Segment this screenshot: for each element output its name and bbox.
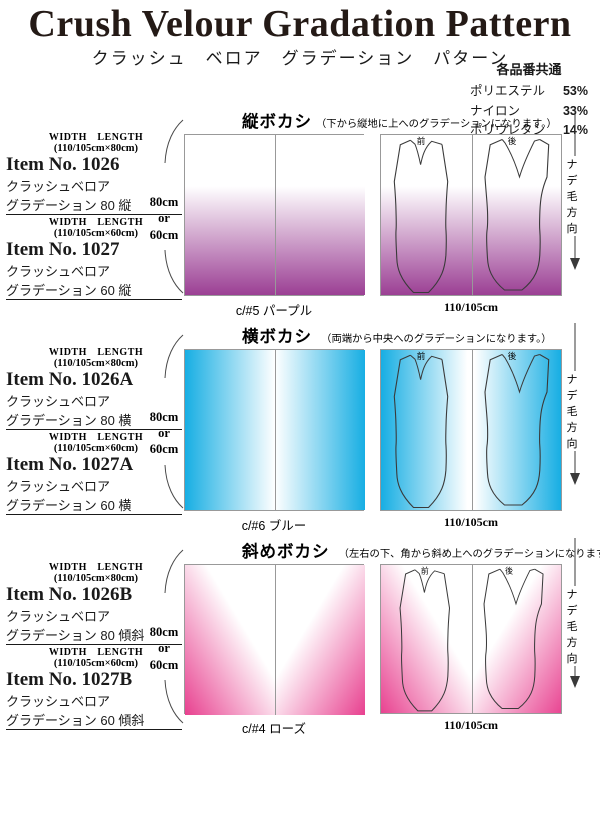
svg-text:後: 後	[508, 351, 517, 361]
svg-text:前: 前	[417, 351, 426, 361]
svg-text:後: 後	[505, 565, 513, 575]
svg-text:前: 前	[421, 565, 429, 575]
svg-text:後: 後	[508, 136, 517, 146]
svg-text:前: 前	[417, 136, 426, 146]
